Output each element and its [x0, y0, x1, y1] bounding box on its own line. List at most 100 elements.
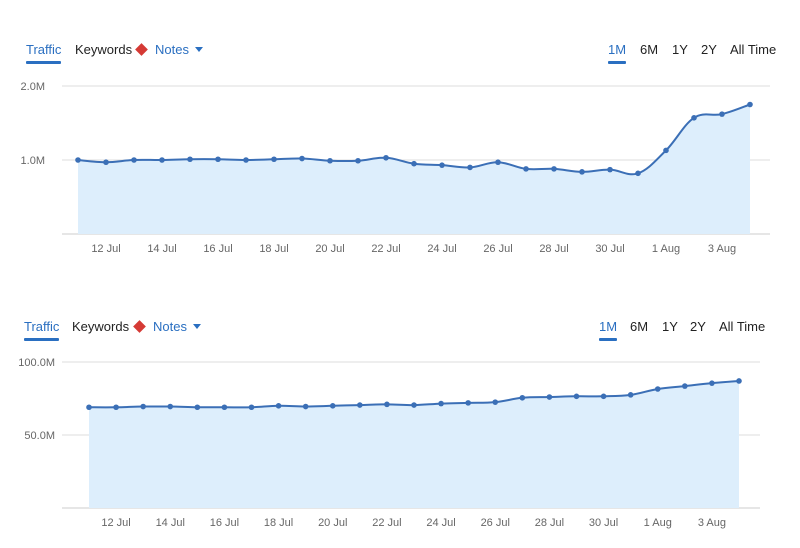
notes-label: Notes [153, 319, 187, 334]
data-point [495, 159, 501, 166]
notes-dropdown[interactable]: Notes [133, 319, 201, 334]
y-tick-label: 50.0M [24, 430, 55, 442]
data-point [682, 383, 688, 389]
x-tick-label: 3 Aug [708, 243, 736, 255]
data-point [140, 403, 146, 410]
series-line [88, 379, 740, 409]
area-fill [78, 104, 750, 234]
x-tick-label: 22 Jul [371, 243, 400, 255]
data-point [627, 392, 634, 398]
x-tick-label: 18 Jul [259, 243, 288, 255]
range-all-time[interactable]: All Time [730, 42, 777, 57]
data-point [299, 155, 305, 162]
data-point [86, 404, 92, 411]
data-point [747, 101, 753, 108]
data-point [519, 394, 526, 401]
data-point [194, 404, 201, 411]
data-point [579, 169, 585, 175]
tab-keywords[interactable]: Keywords [72, 319, 130, 334]
notes-label: Notes [155, 42, 189, 57]
data-point [654, 386, 661, 392]
y-tick-label: 100.0M [18, 357, 55, 369]
data-point [467, 164, 473, 171]
data-point [719, 111, 725, 117]
x-tick-label: 20 Jul [315, 243, 344, 255]
data-point [131, 157, 137, 163]
data-point [275, 403, 282, 409]
range-6m[interactable]: 6M [630, 319, 649, 334]
notes-marker-icon [133, 320, 146, 333]
x-tick-label: 16 Jul [203, 243, 232, 255]
data-point [607, 166, 613, 173]
x-tick-label: 24 Jul [427, 243, 456, 255]
tab-keywords[interactable]: Keywords [75, 42, 133, 57]
x-tick-label: 22 Jul [372, 517, 401, 529]
data-point [302, 403, 309, 410]
tab-traffic[interactable]: Traffic [24, 319, 60, 341]
x-tick-label: 1 Aug [652, 243, 680, 255]
range-6m[interactable]: 6M [640, 42, 659, 57]
x-tick-label: 12 Jul [101, 517, 130, 529]
data-point [243, 157, 249, 163]
data-point [736, 378, 742, 384]
x-tick-label: 14 Jul [147, 243, 176, 255]
data-point [600, 393, 607, 400]
data-point [187, 156, 193, 163]
data-point [573, 393, 580, 400]
x-tick-label: 3 Aug [698, 517, 726, 529]
data-point [159, 157, 165, 163]
x-tick-label: 30 Jul [595, 243, 624, 255]
chevron-down-icon [192, 324, 201, 329]
data-point [411, 402, 417, 408]
x-tick-label: 24 Jul [426, 517, 455, 529]
tab-traffic[interactable]: Traffic [26, 42, 62, 64]
data-point [663, 147, 669, 154]
data-point [329, 403, 336, 409]
data-point [327, 157, 333, 164]
data-point [221, 404, 228, 411]
range-1y[interactable]: 1Y [672, 42, 688, 57]
data-point [75, 157, 81, 163]
x-tick-label: 30 Jul [589, 517, 618, 529]
area-fill [89, 380, 739, 508]
data-point [167, 403, 174, 410]
data-point [383, 154, 389, 161]
traffic-panel-1: Traffic Keywords Notes 1M 6M 1Y 2Y All T… [0, 0, 800, 270]
range-1m[interactable]: 1M [599, 319, 618, 341]
data-point [357, 402, 363, 408]
x-tick-label: 1 Aug [644, 517, 672, 529]
chevron-down-icon [194, 47, 203, 52]
chart-toolbar-2: Traffic Keywords Notes 1M 6M 1Y 2Y All T… [0, 317, 800, 347]
data-point [411, 160, 417, 167]
range-2y[interactable]: 2Y [701, 42, 717, 57]
data-point [439, 162, 445, 168]
notes-dropdown[interactable]: Notes [135, 42, 203, 57]
x-tick-label: 26 Jul [483, 243, 512, 255]
range-1m[interactable]: 1M [608, 42, 627, 64]
x-tick-label: 26 Jul [481, 517, 510, 529]
data-point [248, 404, 255, 411]
x-tick-label: 16 Jul [210, 517, 239, 529]
data-point [465, 400, 471, 406]
chart-toolbar-1: Traffic Keywords Notes 1M 6M 1Y 2Y All T… [0, 40, 800, 70]
x-tick-label: 12 Jul [91, 243, 120, 255]
data-point [551, 166, 557, 172]
traffic-area-chart-1: 2.0M 1.0M 12 Jul 14 Jul 16 Jul 18 Jul 20 Jul 22… [21, 81, 770, 255]
data-point [384, 401, 390, 408]
x-tick-label: 18 Jul [264, 517, 293, 529]
data-point [215, 156, 221, 163]
x-tick-label: 28 Jul [535, 517, 564, 529]
range-2y[interactable]: 2Y [690, 319, 706, 334]
data-point [355, 157, 361, 164]
data-point [691, 115, 697, 121]
range-1y[interactable]: 1Y [662, 319, 678, 334]
data-point [709, 380, 715, 386]
range-all-time[interactable]: All Time [719, 319, 766, 334]
data-point [103, 159, 109, 166]
data-point [271, 156, 277, 163]
data-point [635, 170, 641, 177]
data-point [113, 404, 119, 411]
y-tick-label: 2.0M [21, 81, 45, 93]
